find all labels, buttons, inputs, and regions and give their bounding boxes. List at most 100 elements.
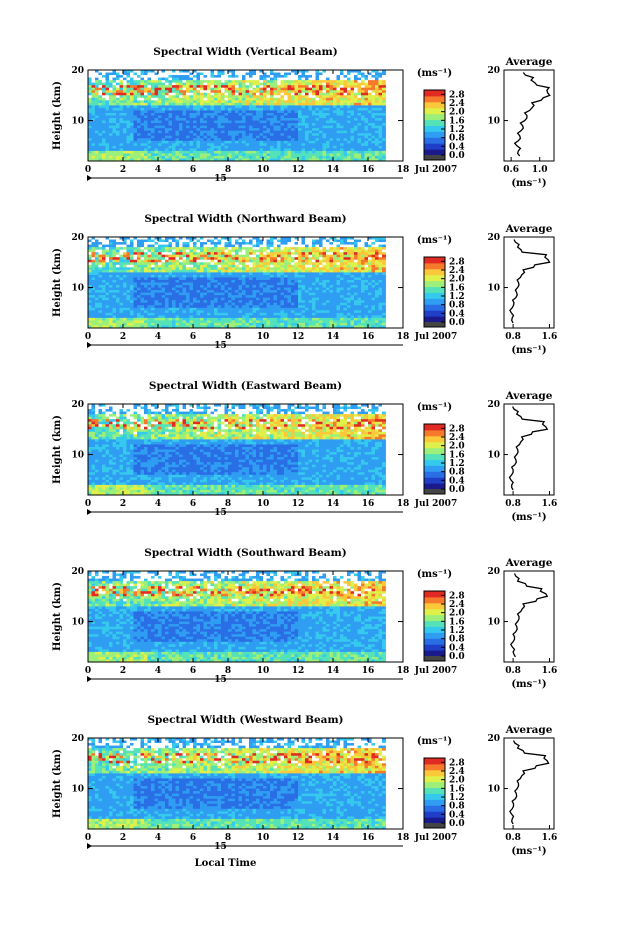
day-label: 15	[214, 341, 227, 351]
profile-line	[509, 239, 551, 324]
colorbar-band	[424, 257, 445, 264]
x-tick-label: 12	[292, 332, 305, 342]
x-tick-label: 12	[292, 666, 305, 676]
colorbar-band	[424, 280, 445, 288]
profile-title: Average	[505, 724, 553, 736]
colorbar-band	[424, 453, 445, 460]
plot-frame	[87, 570, 404, 663]
y-axis-label: Height (km)	[52, 582, 63, 651]
day-start-marker	[87, 175, 92, 181]
colorbar-tick-label: 2.0	[449, 275, 465, 285]
profile-line	[513, 72, 551, 157]
colorbar-tick-label: 2.0	[449, 609, 465, 619]
date-label: Jul 2007	[414, 165, 457, 175]
x-tick-label: 0	[85, 499, 91, 509]
colorbar-frame	[423, 89, 446, 161]
panel-title: Spectral Width (Eastward Beam)	[149, 380, 342, 392]
x-tick-label: 14	[327, 499, 340, 509]
colorbar-band	[424, 465, 445, 472]
y-tick-label: 10	[71, 785, 84, 795]
y-tick-label: 10	[71, 117, 84, 127]
profile-frame	[503, 69, 555, 162]
colorbar-unit: (ms⁻¹)	[417, 736, 452, 747]
x-tick-label: 2	[120, 833, 126, 843]
colorbar-tick-label: 0.8	[449, 802, 465, 812]
profile-x-tick-label: 0.8	[505, 499, 521, 509]
x-tick-label: 8	[225, 332, 231, 342]
x-tick-label: 4	[155, 666, 161, 676]
day-label: 15	[214, 508, 227, 518]
colorbar-floor	[424, 155, 445, 160]
x-tick-label: 4	[155, 165, 161, 175]
x-tick-label: 18	[397, 165, 410, 175]
colorbar-tick-label: 2.4	[449, 600, 465, 610]
colorbar-band	[424, 811, 445, 818]
colorbar-tick-label: 2.8	[449, 591, 465, 601]
panel-title: Spectral Width (Northward Beam)	[144, 213, 346, 225]
profile-x-label: (ms⁻¹)	[511, 178, 546, 189]
panel-1: Spectral Width (Vertical Beam) 0 2 4 6 8 10 12 1…	[52, 46, 555, 189]
colorbar-band	[424, 101, 445, 109]
profile-x-label: (ms⁻¹)	[511, 512, 546, 523]
colorbar-band	[424, 95, 445, 103]
y-axis-label: Height (km)	[52, 248, 63, 317]
colorbar-band	[424, 769, 445, 777]
x-tick-label: 6	[190, 165, 196, 175]
x-tick-label: 8	[225, 666, 231, 676]
colorbar-frame	[423, 757, 446, 829]
colorbar-tick-label: 2.0	[449, 776, 465, 786]
colorbar-band	[424, 626, 445, 633]
x-tick-label: 2	[120, 666, 126, 676]
colorbar-frame	[423, 590, 446, 662]
profile-x-tick-label: 1.6	[542, 666, 558, 676]
colorbar-tick-label: 0.8	[449, 468, 465, 478]
colorbar-tick-label: 0.8	[449, 134, 465, 144]
date-label: Jul 2007	[414, 332, 457, 342]
colorbar-tick-label: 0.0	[449, 652, 465, 662]
plot-frame	[87, 236, 404, 329]
colorbar-tick-label: 2.0	[449, 442, 465, 452]
colorbar-band	[424, 787, 445, 794]
x-tick-label: 16	[362, 499, 375, 509]
plot-frame	[87, 737, 404, 830]
colorbar-tick-label: 0.8	[449, 301, 465, 311]
x-tick-label: 18	[397, 666, 410, 676]
x-tick-label: 2	[120, 499, 126, 509]
colorbar-band	[424, 424, 445, 431]
colorbar-band	[424, 274, 445, 282]
x-tick-label: 6	[190, 499, 196, 509]
x-tick-label: 12	[292, 833, 305, 843]
colorbar-band	[424, 113, 445, 121]
x-tick-label: 6	[190, 332, 196, 342]
day-label: 15	[214, 675, 227, 685]
x-tick-label: 8	[225, 833, 231, 843]
colorbar-band	[424, 793, 445, 800]
x-tick-label: 10	[257, 332, 270, 342]
profile-x-label: (ms⁻¹)	[511, 679, 546, 690]
x-tick-label: 0	[85, 332, 91, 342]
colorbar-band	[424, 137, 445, 144]
x-tick-label: 4	[155, 833, 161, 843]
profile-x-tick-label: 1.6	[542, 332, 558, 342]
x-tick-label: 16	[362, 666, 375, 676]
profile-y-tick-label: 20	[487, 567, 500, 577]
colorbar-band	[424, 483, 445, 490]
profile-y-tick-label: 20	[487, 734, 500, 744]
profile-y-tick-label: 20	[487, 66, 500, 76]
x-tick-label: 18	[397, 332, 410, 342]
panel-title: Spectral Width (Vertical Beam)	[153, 46, 337, 58]
colorbar-floor	[424, 823, 445, 828]
colorbar-tick-label: 1.6	[449, 617, 465, 627]
profile-frame	[503, 737, 555, 830]
colorbar-band	[424, 304, 445, 311]
profile-y-tick-label: 10	[487, 785, 500, 795]
x-tick-label: 16	[362, 165, 375, 175]
colorbar-tick-label: 0.0	[449, 485, 465, 495]
profile-x-tick-label: 1.0	[532, 165, 548, 175]
colorbar-tick-label: 0.4	[449, 142, 465, 152]
y-axis-label: Height (km)	[52, 81, 63, 150]
colorbar-tick-label: 1.2	[449, 459, 465, 469]
profile-title: Average	[505, 56, 553, 68]
x-tick-label: 10	[257, 499, 270, 509]
colorbar-frame	[423, 256, 446, 328]
